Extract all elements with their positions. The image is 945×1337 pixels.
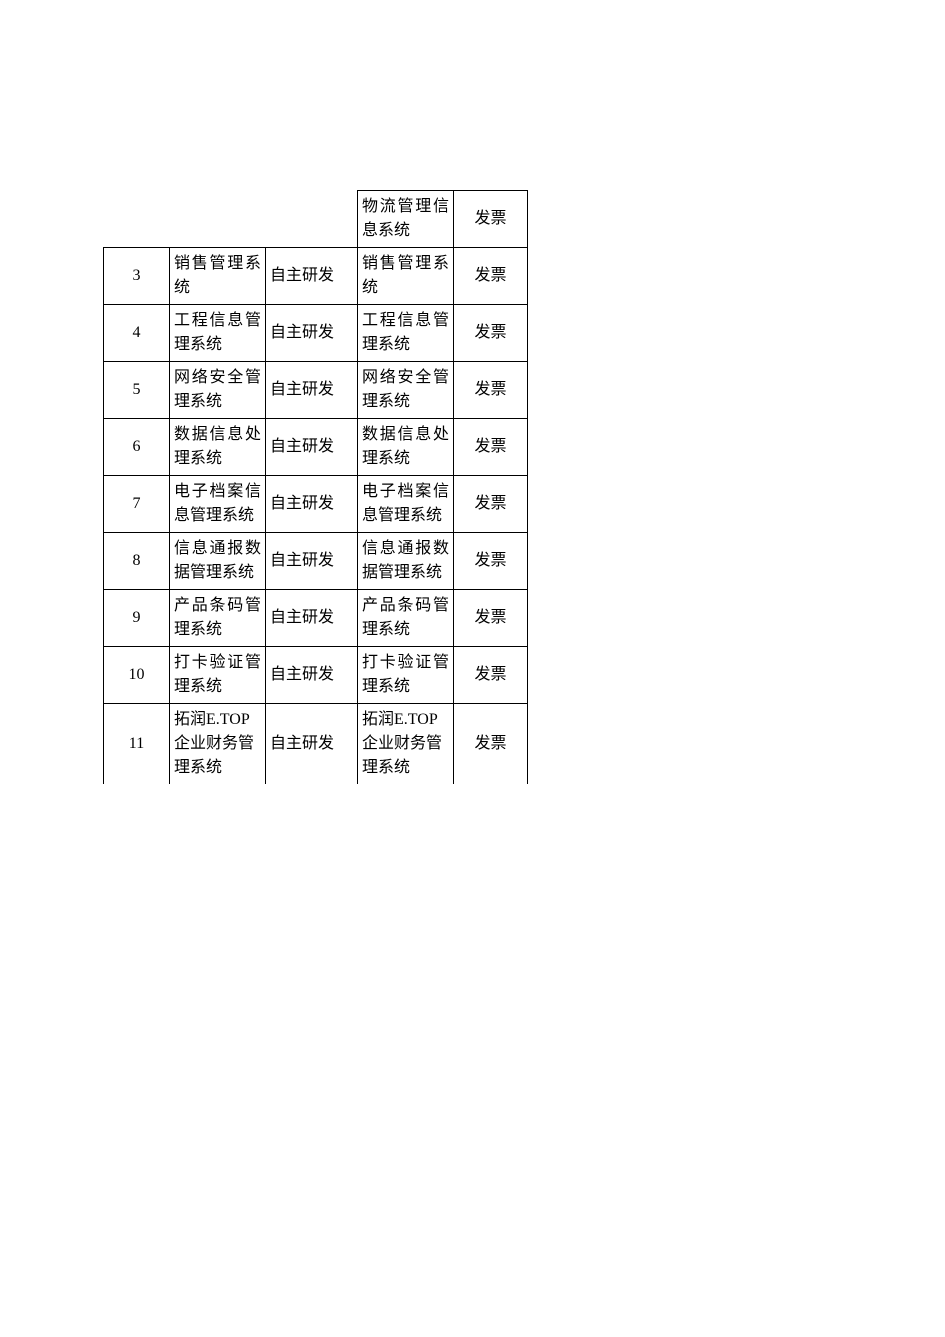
table-row: 5 网络安全管理系统 自主研发 网络安全管理系统 发票 (104, 362, 528, 419)
cell-invoice: 发票 (454, 647, 528, 704)
cell-system-name: 信息通报数据管理系统 (170, 533, 266, 590)
cell-system-name-2: 产品条码管理系统 (358, 590, 454, 647)
table-row: 物流管理信息系统 发票 (104, 191, 528, 248)
cell-invoice: 发票 (454, 704, 528, 785)
cell-development: 自主研发 (266, 476, 358, 533)
cell-development: 自主研发 (266, 647, 358, 704)
cell-number: 8 (104, 533, 170, 590)
cell-system-name-2: 销售管理系统 (358, 248, 454, 305)
cell-invoice: 发票 (454, 362, 528, 419)
cell-system-name-2: 网络安全管理系统 (358, 362, 454, 419)
cell-system-name: 网络安全管理系统 (170, 362, 266, 419)
cell-system-name (170, 191, 266, 248)
table-row: 3 销售管理系统 自主研发 销售管理系统 发票 (104, 248, 528, 305)
cell-system-name-2: 数据信息处理系统 (358, 419, 454, 476)
systems-table: 物流管理信息系统 发票 3 销售管理系统 自主研发 销售管理系统 发票 4 工程… (103, 190, 528, 784)
cell-system-name: 产品条码管理系统 (170, 590, 266, 647)
table-row: 11 拓润E.TOP企业财务管理系统 自主研发 拓润E.TOP企业财务管理系统 … (104, 704, 528, 785)
cell-system-name-2: 工程信息管理系统 (358, 305, 454, 362)
document-table-container: 物流管理信息系统 发票 3 销售管理系统 自主研发 销售管理系统 发票 4 工程… (103, 190, 527, 784)
table-row: 6 数据信息处理系统 自主研发 数据信息处理系统 发票 (104, 419, 528, 476)
cell-system-name: 销售管理系统 (170, 248, 266, 305)
cell-system-name-2: 电子档案信息管理系统 (358, 476, 454, 533)
cell-number: 6 (104, 419, 170, 476)
table-row: 9 产品条码管理系统 自主研发 产品条码管理系统 发票 (104, 590, 528, 647)
cell-system-name: 打卡验证管理系统 (170, 647, 266, 704)
cell-development (266, 191, 358, 248)
table-row: 4 工程信息管理系统 自主研发 工程信息管理系统 发票 (104, 305, 528, 362)
cell-number: 9 (104, 590, 170, 647)
cell-system-name-2: 信息通报数据管理系统 (358, 533, 454, 590)
cell-development: 自主研发 (266, 590, 358, 647)
cell-invoice: 发票 (454, 476, 528, 533)
cell-invoice: 发票 (454, 305, 528, 362)
cell-number: 5 (104, 362, 170, 419)
cell-invoice: 发票 (454, 533, 528, 590)
cell-development: 自主研发 (266, 305, 358, 362)
cell-number: 11 (104, 704, 170, 785)
cell-system-name: 数据信息处理系统 (170, 419, 266, 476)
cell-number: 7 (104, 476, 170, 533)
cell-system-name-2: 物流管理信息系统 (358, 191, 454, 248)
cell-number: 4 (104, 305, 170, 362)
cell-development: 自主研发 (266, 362, 358, 419)
cell-system-name-2: 拓润E.TOP企业财务管理系统 (358, 704, 454, 785)
cell-development: 自主研发 (266, 248, 358, 305)
cell-number: 10 (104, 647, 170, 704)
cell-system-name-2: 打卡验证管理系统 (358, 647, 454, 704)
cell-invoice: 发票 (454, 590, 528, 647)
table-row: 10 打卡验证管理系统 自主研发 打卡验证管理系统 发票 (104, 647, 528, 704)
table-row: 8 信息通报数据管理系统 自主研发 信息通报数据管理系统 发票 (104, 533, 528, 590)
cell-system-name: 工程信息管理系统 (170, 305, 266, 362)
table-body: 物流管理信息系统 发票 3 销售管理系统 自主研发 销售管理系统 发票 4 工程… (104, 191, 528, 785)
cell-development: 自主研发 (266, 704, 358, 785)
cell-system-name: 拓润E.TOP企业财务管理系统 (170, 704, 266, 785)
cell-number: 3 (104, 248, 170, 305)
cell-invoice: 发票 (454, 419, 528, 476)
cell-system-name: 电子档案信息管理系统 (170, 476, 266, 533)
cell-number (104, 191, 170, 248)
cell-invoice: 发票 (454, 248, 528, 305)
cell-invoice: 发票 (454, 191, 528, 248)
cell-development: 自主研发 (266, 419, 358, 476)
cell-development: 自主研发 (266, 533, 358, 590)
table-row: 7 电子档案信息管理系统 自主研发 电子档案信息管理系统 发票 (104, 476, 528, 533)
